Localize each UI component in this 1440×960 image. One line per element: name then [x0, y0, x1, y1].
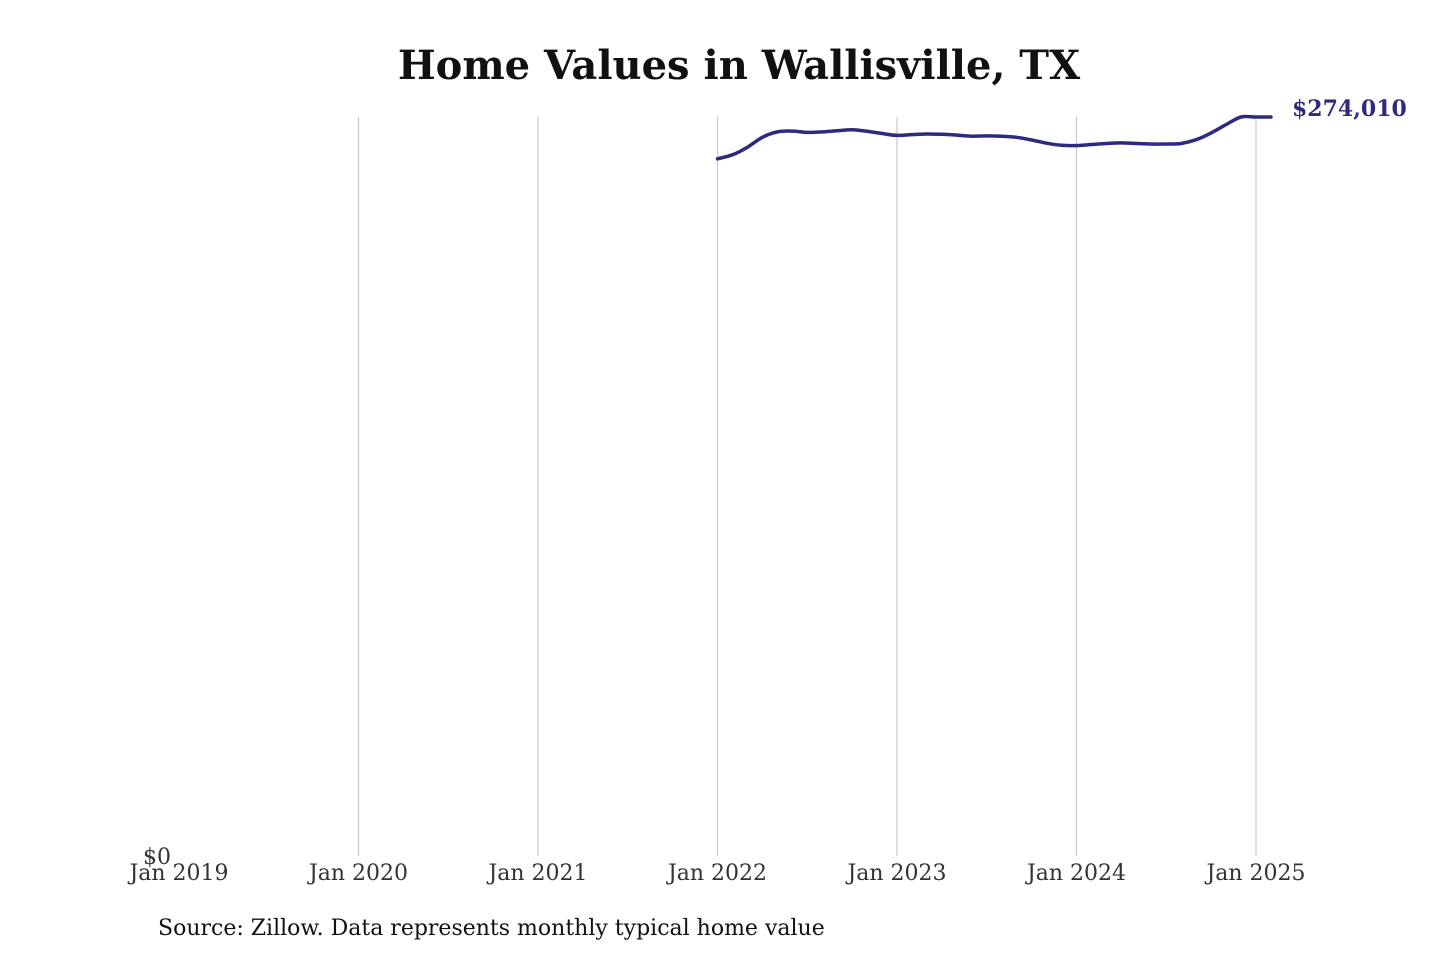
- x-tick-label: Jan 2025: [1204, 861, 1305, 886]
- axis-labels: Jan 2019 Jan 2020 Jan 2021 Jan 2022 Jan 2023…: [127, 96, 1406, 886]
- x-tick-label: Jan 2019: [127, 861, 228, 886]
- chart-title: Home Values in Wallisville, TX: [397, 42, 1081, 89]
- y-tick-label: $0: [143, 845, 171, 870]
- series-line: [715, 114, 1273, 161]
- x-tick-label: Jan 2024: [1025, 861, 1126, 886]
- end-value-label: $274,010: [1292, 96, 1407, 122]
- source-note: Source: Zillow. Data represents monthly …: [158, 916, 825, 941]
- x-tick-label: Jan 2020: [307, 861, 408, 886]
- x-tick-label: Jan 2021: [486, 861, 587, 886]
- x-tick-label: Jan 2023: [845, 861, 946, 886]
- gridlines: [357, 117, 1257, 856]
- x-tick-label: Jan 2022: [666, 861, 767, 886]
- series-line-group: [715, 114, 1273, 161]
